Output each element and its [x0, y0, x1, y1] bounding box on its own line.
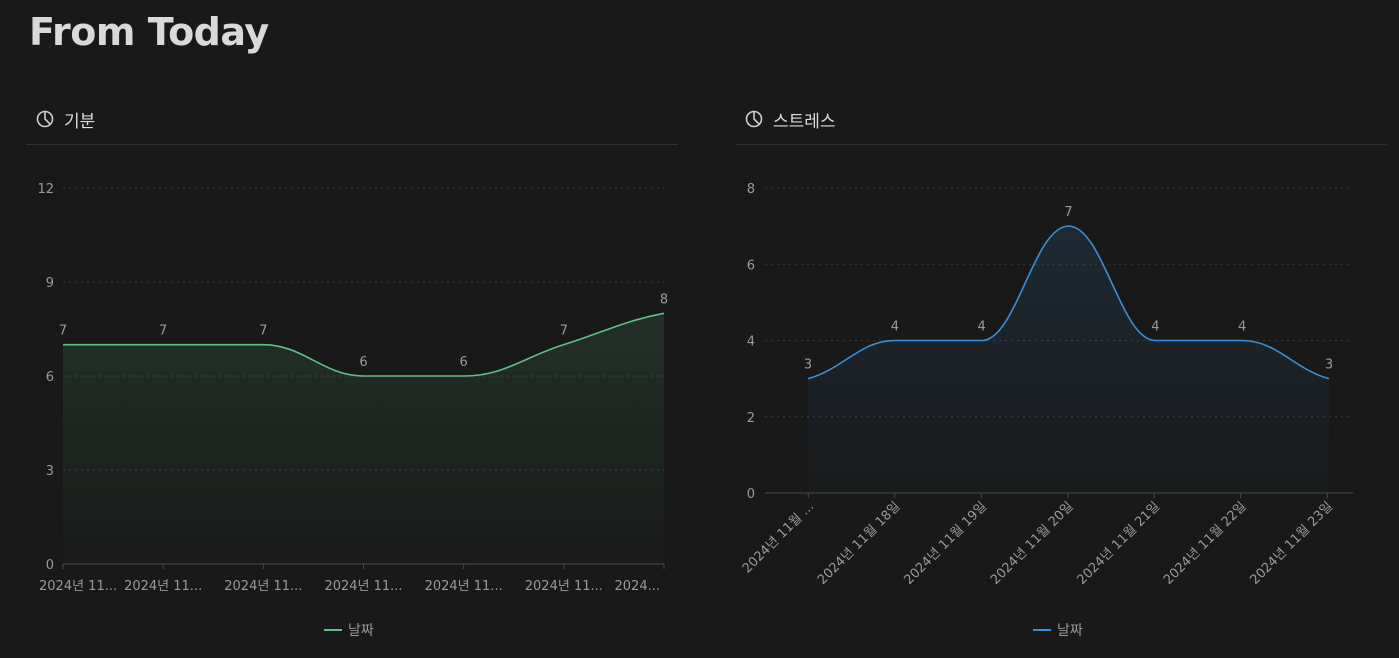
- panel-title: 기분: [64, 112, 96, 132]
- x-tick-label: 2024년 11...: [124, 579, 202, 594]
- data-label: 7: [159, 324, 167, 339]
- x-tick-label: 2024년 11...: [324, 579, 402, 594]
- data-label: 4: [978, 320, 986, 335]
- legend-label[interactable]: 날짜: [1057, 623, 1083, 639]
- y-tick-label: 2: [747, 411, 755, 426]
- x-tick-label: 2024...: [615, 579, 660, 594]
- y-tick-label: 8: [747, 182, 755, 197]
- data-label: 7: [259, 324, 267, 339]
- data-label: 7: [59, 324, 67, 339]
- x-tick-label: 2024년 11월 23일: [1247, 499, 1336, 588]
- mood-chart[interactable]: 0 3 6 9 12 7 7 7 6 6 7 8 2024년 11... 2024년 11... 2024년…: [26, 100, 678, 658]
- y-tick-label: 0: [747, 487, 755, 502]
- x-tick-label: 2024년 11...: [525, 579, 603, 594]
- data-label: 3: [804, 358, 812, 373]
- x-tick-label: 2024년 11월 20일: [988, 499, 1077, 588]
- series-line[interactable]: [63, 312, 665, 377]
- y-tick-label: 3: [46, 464, 54, 479]
- data-label: 8: [660, 292, 668, 307]
- panel-title: 스트레스: [773, 112, 836, 132]
- stress-chart-panel: 스트레스 0 2 4 6 8 3 4 4 7 4 4 3 2024년 11월 ... 2024년 11월 …: [735, 100, 1387, 658]
- x-tick-label: 2024년 11...: [39, 579, 117, 594]
- series-area: [63, 313, 664, 564]
- data-label: 4: [1238, 320, 1246, 335]
- x-tick-label: 2024년 11월 18일: [815, 499, 904, 588]
- series-line[interactable]: [807, 225, 1330, 380]
- y-tick-label: 4: [747, 335, 755, 350]
- data-label: 4: [1151, 320, 1159, 335]
- x-tick-label: 2024년 11...: [224, 579, 302, 594]
- panel-header: 스트레스: [735, 100, 1387, 145]
- x-tick-label: 2024년 11월 ...: [740, 499, 817, 576]
- y-tick-label: 6: [747, 258, 755, 273]
- series-area: [808, 226, 1329, 493]
- data-label: 3: [1325, 358, 1333, 373]
- x-tick-label: 2024년 11월 22일: [1161, 499, 1250, 588]
- y-tick-label: 9: [46, 276, 54, 291]
- data-label: 6: [460, 355, 468, 370]
- data-label: 7: [1064, 205, 1072, 220]
- pie-chart-icon: [745, 110, 763, 128]
- x-tick-label: 2024년 11월 21일: [1074, 499, 1163, 588]
- x-tick-label: 2024년 11...: [425, 579, 503, 594]
- y-tick-label: 0: [46, 558, 54, 573]
- y-tick-label: 12: [37, 182, 54, 197]
- data-label: 6: [359, 355, 367, 370]
- panel-header: 기분: [26, 100, 678, 145]
- legend-label[interactable]: 날짜: [348, 623, 374, 639]
- mood-chart-panel: 기분 0 3 6 9 12 7 7 7 6 6 7 8 2024년 11... 2024년 11... 20…: [26, 100, 678, 658]
- page-title: From Today: [29, 10, 269, 54]
- x-tick-label: 2024년 11월 19일: [901, 499, 990, 588]
- data-label: 4: [891, 320, 899, 335]
- y-tick-label: 6: [46, 370, 54, 385]
- pie-chart-icon: [36, 110, 54, 128]
- data-label: 7: [560, 324, 568, 339]
